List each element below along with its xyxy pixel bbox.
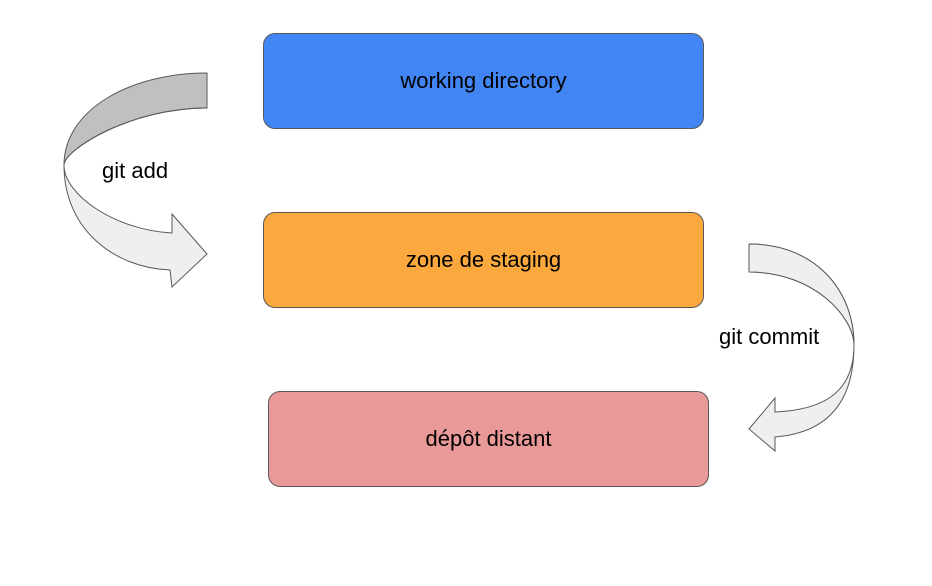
git-add-arrow [63, 72, 208, 289]
working-directory-label: working directory [400, 68, 567, 93]
git-add-arrow-front-face [63, 107, 208, 289]
git-commit-arrow [748, 243, 855, 453]
git-add-label: git add [102, 158, 169, 183]
staging-zone-box: zone de staging [263, 212, 704, 308]
git-commit-arrow-front-face [748, 243, 855, 453]
working-directory-box: working directory [263, 33, 704, 129]
remote-repository-box: dépôt distant [268, 391, 709, 487]
staging-zone-label: zone de staging [405, 247, 562, 272]
git-commit-label: git commit [719, 324, 820, 349]
remote-repository-label: dépôt distant [425, 426, 552, 451]
